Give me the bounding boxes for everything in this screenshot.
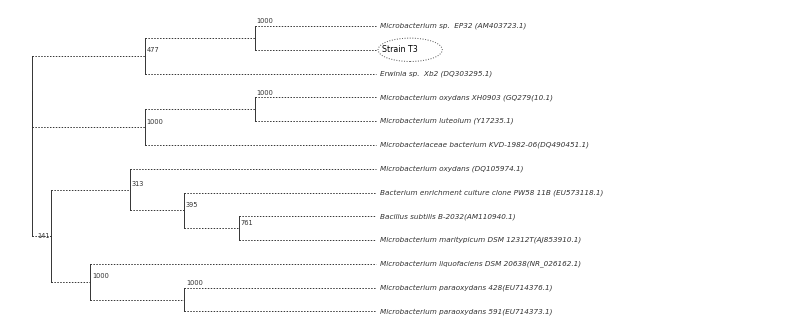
Text: Microbacterium sp.  EP32 (AM403723.1): Microbacterium sp. EP32 (AM403723.1) bbox=[381, 23, 526, 29]
Text: Microbacterium paraoxydans 428(EU714376.1): Microbacterium paraoxydans 428(EU714376.… bbox=[381, 284, 553, 291]
Text: 1000: 1000 bbox=[186, 280, 203, 286]
Text: 1000: 1000 bbox=[257, 19, 274, 24]
Text: Microbacterium oxydans XH0903 (GQ279(10.1): Microbacterium oxydans XH0903 (GQ279(10.… bbox=[381, 94, 554, 101]
Text: Erwinia sp.  Xb2 (DQ303295.1): Erwinia sp. Xb2 (DQ303295.1) bbox=[381, 71, 493, 77]
Text: 1000: 1000 bbox=[146, 118, 164, 124]
Text: 1000: 1000 bbox=[257, 90, 274, 96]
Text: 761: 761 bbox=[241, 220, 254, 226]
Text: Microbacterium maritypicum DSM 12312T(AJ853910.1): Microbacterium maritypicum DSM 12312T(AJ… bbox=[381, 237, 582, 243]
Text: Microbacterium oxydans (DQ105974.1): Microbacterium oxydans (DQ105974.1) bbox=[381, 166, 524, 172]
Text: Microbacterium liquofaciens DSM 20638(NR_026162.1): Microbacterium liquofaciens DSM 20638(NR… bbox=[381, 260, 582, 267]
Text: 141: 141 bbox=[37, 233, 50, 239]
Text: Microbacteriaceae bacterium KVD-1982-06(DQ490451.1): Microbacteriaceae bacterium KVD-1982-06(… bbox=[381, 142, 590, 148]
Text: Strain T3: Strain T3 bbox=[382, 45, 418, 54]
Text: 313: 313 bbox=[131, 181, 143, 187]
Text: Microbacterium paraoxydans 591(EU714373.1): Microbacterium paraoxydans 591(EU714373.… bbox=[381, 308, 553, 315]
Text: Microbacterium luteolum (Y17235.1): Microbacterium luteolum (Y17235.1) bbox=[381, 118, 514, 124]
Text: 1000: 1000 bbox=[92, 273, 109, 279]
Text: 477: 477 bbox=[146, 47, 159, 53]
Text: Bacterium enrichment culture clone PW58 11B (EU573118.1): Bacterium enrichment culture clone PW58 … bbox=[381, 189, 604, 196]
Text: Bacillus subtilis B-2032(AM110940.1): Bacillus subtilis B-2032(AM110940.1) bbox=[381, 213, 516, 220]
Text: 395: 395 bbox=[186, 202, 198, 208]
